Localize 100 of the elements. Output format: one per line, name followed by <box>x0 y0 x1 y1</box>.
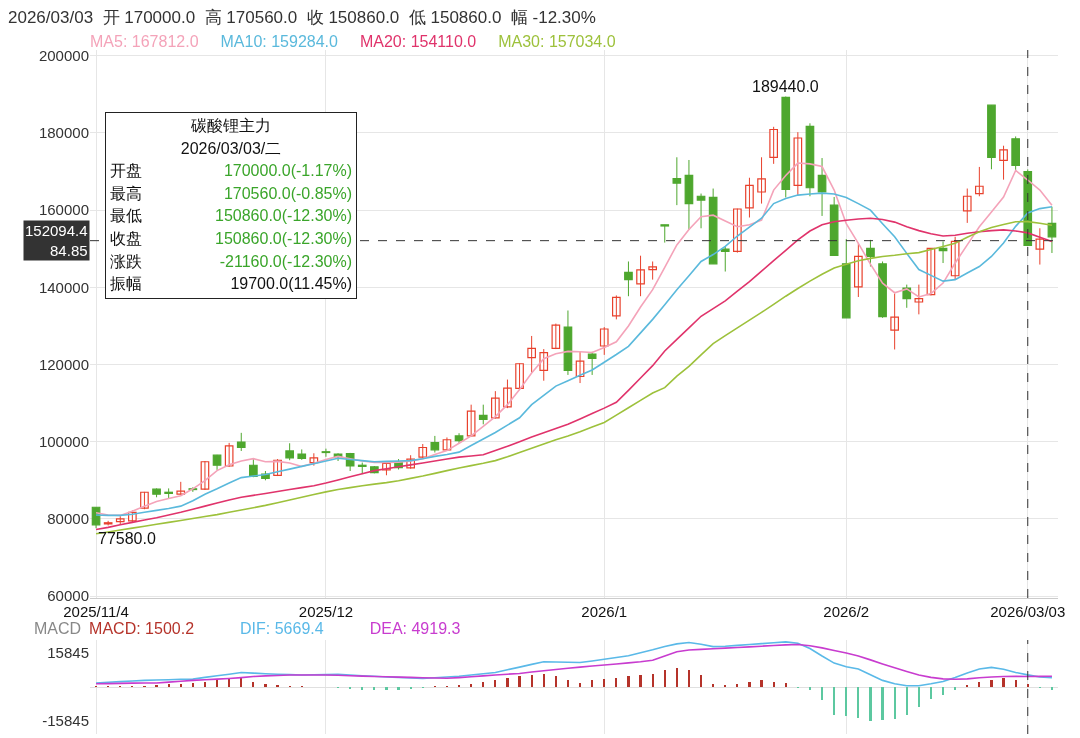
x-tick-label: 2026/03/03 <box>990 603 1066 620</box>
bar <box>651 673 654 687</box>
bar <box>228 679 231 687</box>
bar <box>615 677 618 687</box>
x-tick-label: 2026/1 <box>581 603 628 620</box>
annotation: 2026/03/03/二 <box>179 138 283 159</box>
bar <box>566 680 570 687</box>
candlestick <box>999 145 1008 181</box>
bar <box>554 676 557 687</box>
y-tick-label: 180000 <box>38 124 89 142</box>
text: MACD: 1500.2 <box>89 620 195 637</box>
bar <box>820 687 824 701</box>
bar <box>361 687 364 690</box>
bar <box>591 680 594 687</box>
bar <box>542 673 545 687</box>
y-tick-label: 80000 <box>47 510 89 528</box>
bar <box>712 684 715 687</box>
text: 开盘 170000.0(-1.17%) <box>110 162 352 180</box>
candlestick <box>660 224 670 244</box>
y-tick-label: -15845 <box>42 712 89 730</box>
bar <box>869 687 872 722</box>
bar <box>699 675 703 687</box>
candlestick <box>115 515 125 526</box>
bar <box>990 680 993 687</box>
candlestick <box>745 177 754 218</box>
text: MA5: 167812.0 <box>90 33 199 50</box>
text: 涨跌 -21160.0(-12.30%) <box>110 252 352 270</box>
y-tick-label: 100000 <box>38 432 89 450</box>
y-tick-label: 200000 <box>38 47 89 65</box>
y-tick-label: 140000 <box>38 278 89 296</box>
bar <box>167 684 170 687</box>
bar <box>905 687 908 715</box>
bar <box>506 677 509 687</box>
bar <box>917 687 920 707</box>
bar <box>845 687 848 717</box>
y-tick-label: 60000 <box>47 587 89 605</box>
candlestick <box>599 326 609 356</box>
bar <box>929 687 933 699</box>
bar <box>893 687 896 719</box>
annotation: 189440.0 <box>752 78 819 95</box>
candlestick <box>987 104 996 170</box>
bar <box>833 687 836 715</box>
bar <box>1002 677 1005 687</box>
bar <box>627 676 630 687</box>
bar <box>1014 680 1017 687</box>
text: 最低 150860.0(-12.30%) <box>110 207 352 225</box>
annotation: 77580.0 <box>98 530 156 547</box>
bar <box>215 680 219 687</box>
candlestick <box>152 487 161 498</box>
chart-title: 2026/03/03 开 170000.0 高 170560.0 收 150860.0 低 150860.0 幅 -12.30% <box>8 7 597 29</box>
ref-line-label: 152094.4 84.85 <box>25 222 88 259</box>
x-tick-label: 2025/12 <box>298 603 354 620</box>
candlestick <box>176 481 186 496</box>
candlestick <box>757 156 766 205</box>
y-tick-label: 160000 <box>38 201 89 219</box>
y-tick-label: 15845 <box>47 644 89 662</box>
bar <box>760 680 763 687</box>
text: DIF: 5669.4 <box>240 620 324 637</box>
text: MA10: 159284.0 <box>220 33 338 50</box>
text: DEA: 4919.3 <box>369 620 461 637</box>
text: 振幅 19700.0(11.45%) <box>110 275 352 293</box>
bar <box>639 675 642 687</box>
bar <box>530 675 533 687</box>
bar <box>240 678 243 687</box>
annotation: 碳酸锂主力 <box>190 116 272 136</box>
candlestick <box>962 188 972 224</box>
bar <box>675 668 678 687</box>
candlestick <box>914 284 924 315</box>
candlestick <box>297 448 307 461</box>
x-tick-label: 2026/2 <box>823 603 870 620</box>
text: MA20: 154110.0 <box>359 33 477 50</box>
candlestick <box>587 351 597 376</box>
x-tick-label: 2025/11/4 <box>63 603 129 620</box>
text: MA30: 157034.0 <box>498 33 616 50</box>
candlestick <box>841 238 851 319</box>
candlestick <box>236 432 246 452</box>
y-tick-label: 120000 <box>38 355 89 373</box>
bar <box>857 687 860 719</box>
candlestick <box>1011 135 1020 172</box>
bar <box>518 676 521 687</box>
bar <box>941 687 945 695</box>
candlestick <box>285 442 294 461</box>
bar <box>881 687 884 721</box>
candlestick <box>648 260 657 281</box>
candlestick <box>612 294 621 320</box>
text: 收盘 150860.0(-12.30%) <box>110 229 352 247</box>
bar <box>808 687 812 690</box>
bar <box>978 682 981 687</box>
candlestick <box>418 443 428 460</box>
candlestick <box>926 247 936 296</box>
bar <box>603 679 606 687</box>
candlestick <box>478 404 488 425</box>
candlestick <box>636 255 645 297</box>
text: 最高 170560.0(-0.85%) <box>110 184 352 202</box>
bar <box>385 687 388 690</box>
chart-title: MACD <box>34 620 82 637</box>
candlestick <box>720 245 730 273</box>
candlestick <box>890 293 899 350</box>
candlestick <box>769 126 778 165</box>
bar <box>264 684 267 687</box>
